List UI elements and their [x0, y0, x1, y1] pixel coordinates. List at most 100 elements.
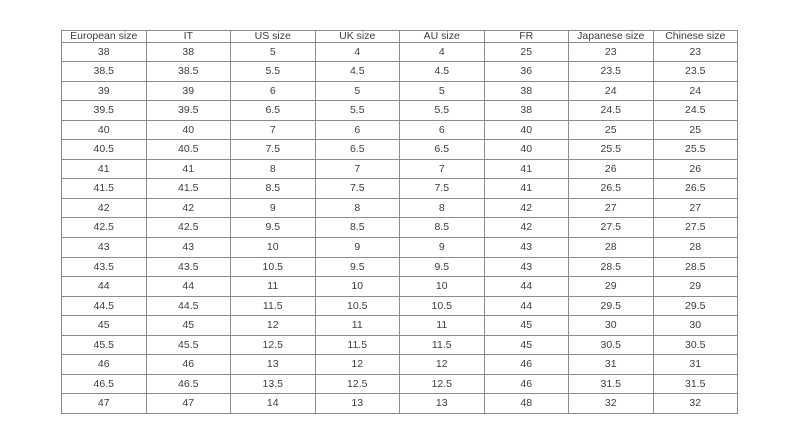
table-cell: 42.5	[145, 217, 231, 238]
table-cell: 4.5	[314, 61, 400, 82]
column-header: Chinese size	[652, 30, 738, 43]
table-cell: 26	[568, 158, 654, 180]
table-cell: 5	[399, 80, 485, 102]
table-cell: 5.5	[314, 100, 400, 121]
table-cell: 38	[483, 80, 569, 102]
table-cell: 36	[483, 61, 569, 82]
table-cell: 25	[568, 119, 654, 141]
table-cell: 46	[61, 354, 147, 375]
table-cell: 30.5	[568, 334, 654, 356]
table-cell: 46	[483, 373, 569, 395]
table-cell: 41	[61, 158, 147, 180]
table-cell: 30	[652, 315, 738, 336]
column-header: UK size	[314, 30, 400, 43]
table-cell: 9	[230, 197, 316, 219]
table-cell: 8.5	[230, 178, 316, 199]
table-cell: 45	[145, 315, 231, 336]
table-cell: 7.5	[230, 139, 316, 160]
table-row: 38 38 5 4 4 25 23 23	[61, 41, 738, 63]
table-cell: 44	[145, 276, 231, 297]
table-row: 43 43 10 9 9 43 28 28	[61, 236, 738, 258]
table-cell: 44	[483, 295, 569, 317]
table-cell: 27.5	[568, 217, 654, 238]
table-cell: 43	[483, 236, 569, 258]
table-cell: 26	[652, 158, 738, 180]
table-cell: 44.5	[145, 295, 231, 317]
table-cell: 7	[314, 158, 400, 180]
table-cell: 29.5	[652, 295, 738, 317]
table-cell: 30.5	[652, 334, 738, 356]
table-cell: 13	[399, 393, 485, 414]
table-cell: 28	[568, 236, 654, 258]
table-cell: 12	[399, 354, 485, 375]
table-cell: 43	[61, 236, 147, 258]
table-cell: 42	[483, 197, 569, 219]
column-header: Japanese size	[568, 30, 654, 43]
table-cell: 5.5	[399, 100, 485, 121]
table-row: 45 45 12 11 11 45 30 30	[61, 315, 738, 336]
table-cell: 41	[145, 158, 231, 180]
table-cell: 8.5	[399, 217, 485, 238]
table-cell: 40	[483, 139, 569, 160]
table-cell: 10	[314, 276, 400, 297]
table-cell: 5	[230, 41, 316, 63]
table-cell: 43.5	[61, 256, 147, 278]
table-cell: 39.5	[145, 100, 231, 121]
table-cell: 39	[145, 80, 231, 102]
table-row: 47 47 14 13 13 48 32 32	[61, 393, 738, 414]
table-cell: 27	[652, 197, 738, 219]
table-cell: 42	[145, 197, 231, 219]
table-cell: 9	[314, 236, 400, 258]
table-row: 45.5 45.5 12.5 11.5 11.5 45 30.5 30.5	[61, 334, 738, 356]
table-cell: 40.5	[61, 139, 147, 160]
table-cell: 11.5	[314, 334, 400, 356]
table-cell: 7.5	[399, 178, 485, 199]
table-cell: 44	[61, 276, 147, 297]
table-cell: 41.5	[145, 178, 231, 199]
table-cell: 6.5	[314, 139, 400, 160]
table-cell: 45	[61, 315, 147, 336]
table-cell: 28.5	[652, 256, 738, 278]
table-cell: 47	[61, 393, 147, 414]
table-cell: 28	[652, 236, 738, 258]
table-cell: 9	[399, 236, 485, 258]
table-cell: 26.5	[652, 178, 738, 199]
table-cell: 38.5	[61, 61, 147, 82]
table-cell: 4.5	[399, 61, 485, 82]
table-cell: 45.5	[61, 334, 147, 356]
table-cell: 31	[568, 354, 654, 375]
column-header: FR	[483, 30, 569, 43]
table-cell: 38.5	[145, 61, 231, 82]
table-row: 43.5 43.5 10.5 9.5 9.5 43 28.5 28.5	[61, 256, 738, 278]
table-row: 39 39 6 5 5 38 24 24	[61, 80, 738, 102]
table-cell: 24.5	[568, 100, 654, 121]
table-row: 40.5 40.5 7.5 6.5 6.5 40 25.5 25.5	[61, 139, 738, 160]
table-cell: 25	[652, 119, 738, 141]
table-cell: 25.5	[568, 139, 654, 160]
table-row: 41 41 8 7 7 41 26 26	[61, 158, 738, 180]
table-cell: 6	[399, 119, 485, 141]
table-cell: 9.5	[399, 256, 485, 278]
table-cell: 44.5	[61, 295, 147, 317]
table-cell: 25	[483, 41, 569, 63]
table-row: 42.5 42.5 9.5 8.5 8.5 42 27.5 27.5	[61, 217, 738, 238]
table-cell: 10.5	[314, 295, 400, 317]
table-cell: 9.5	[230, 217, 316, 238]
table-cell: 38	[145, 41, 231, 63]
table-cell: 6	[314, 119, 400, 141]
table-cell: 11.5	[399, 334, 485, 356]
table-cell: 24.5	[652, 100, 738, 121]
table-cell: 41.5	[61, 178, 147, 199]
table-cell: 40	[483, 119, 569, 141]
table-cell: 23.5	[652, 61, 738, 82]
table-row: 42 42 9 8 8 42 27 27	[61, 197, 738, 219]
table-cell: 7.5	[314, 178, 400, 199]
table-cell: 4	[399, 41, 485, 63]
column-header: US size	[230, 30, 316, 43]
table-cell: 23	[568, 41, 654, 63]
table-cell: 46	[145, 354, 231, 375]
table-cell: 12.5	[230, 334, 316, 356]
table-body: 38 38 5 4 4 25 23 23 38.5 38.5 5.5 4.5 4.5 36 23.5 23.5…	[61, 41, 738, 414]
table-row: 44 44 11 10 10 44 29 29	[61, 276, 738, 297]
table-cell: 31	[652, 354, 738, 375]
